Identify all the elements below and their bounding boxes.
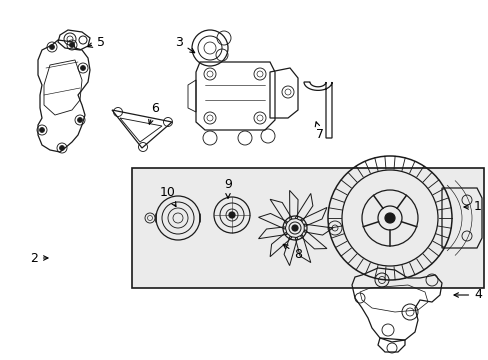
Text: 10: 10 bbox=[160, 186, 176, 207]
Text: 1: 1 bbox=[463, 201, 481, 213]
Text: 2: 2 bbox=[30, 252, 48, 265]
Circle shape bbox=[49, 45, 54, 49]
Circle shape bbox=[60, 145, 64, 150]
Circle shape bbox=[384, 213, 394, 223]
Text: 5: 5 bbox=[88, 36, 105, 49]
Text: 3: 3 bbox=[175, 36, 194, 53]
Bar bbox=[132, 168, 483, 288]
Circle shape bbox=[40, 127, 44, 132]
Text: 9: 9 bbox=[224, 179, 231, 198]
Circle shape bbox=[81, 66, 85, 71]
Circle shape bbox=[228, 212, 235, 218]
Text: 7: 7 bbox=[315, 122, 324, 141]
Text: 6: 6 bbox=[148, 102, 159, 124]
Text: 4: 4 bbox=[453, 288, 481, 302]
Circle shape bbox=[77, 117, 82, 122]
Circle shape bbox=[291, 225, 297, 231]
Text: 8: 8 bbox=[283, 244, 302, 261]
Circle shape bbox=[69, 42, 74, 48]
